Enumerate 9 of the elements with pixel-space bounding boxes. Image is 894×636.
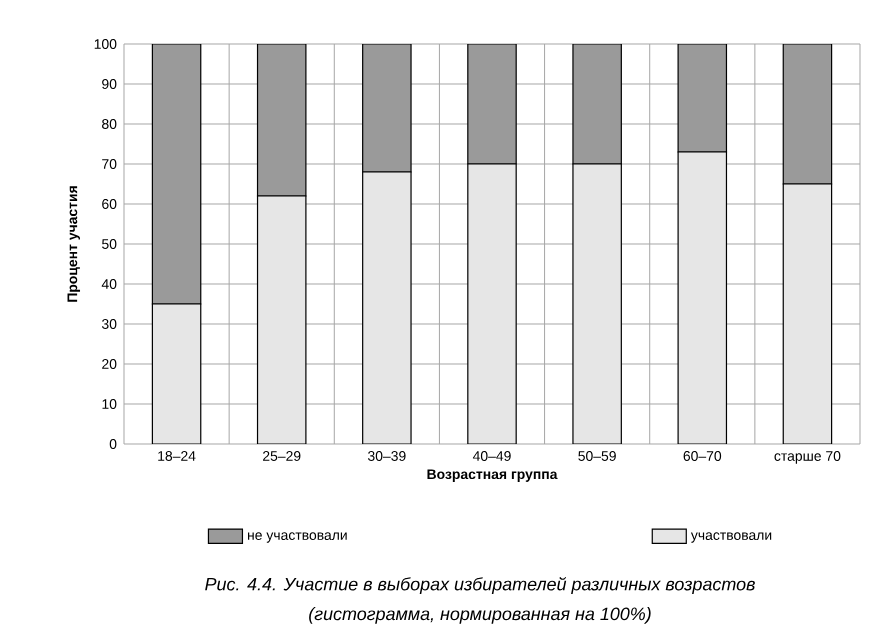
bar: [572, 163, 622, 444]
bar: [256, 195, 307, 444]
text: Рис. 4.4. Участие в выборах избирателей различных возрастов: [205, 577, 755, 595]
bar: [151, 303, 202, 444]
bar: [782, 183, 833, 444]
bar: [677, 151, 728, 444]
text: (гистограмма, нормированная на 100%): [309, 607, 651, 624]
bar: [467, 163, 517, 444]
bar: [362, 171, 412, 444]
